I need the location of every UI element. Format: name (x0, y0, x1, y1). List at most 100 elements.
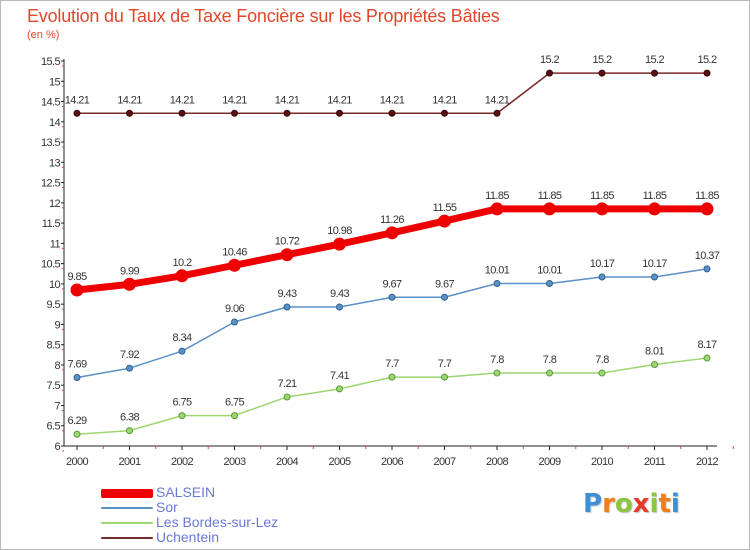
data-point-uchentein (73, 109, 81, 117)
data-label-sor: 7.92 (120, 349, 139, 361)
data-point-les-bordes-sur-lez (493, 369, 501, 377)
data-label-uchentein: 14.21 (275, 94, 300, 106)
data-point-les-bordes-sur-lez (441, 373, 448, 381)
series-line-uchentein (76, 72, 708, 115)
data-point-uchentein (546, 69, 553, 77)
y-tick-label: 13.5 (41, 137, 60, 149)
data-label-salsein: 10.2 (172, 257, 191, 269)
data-label-les-bordes-sur-lez: 6.75 (225, 397, 244, 409)
data-label-salsein: 10.46 (222, 246, 247, 258)
data-point-les-bordes-sur-lez (651, 361, 658, 369)
proxiti-logo: Proxiti (583, 489, 680, 519)
data-point-uchentein (336, 109, 343, 117)
data-point-sor (126, 364, 133, 372)
x-tick-label: 2002 (171, 456, 194, 468)
data-label-uchentein: 14.21 (485, 94, 510, 106)
data-point-les-bordes-sur-lez (283, 393, 291, 401)
data-label-les-bordes-sur-lez: 7.7 (385, 358, 399, 370)
data-point-salsein (490, 202, 504, 216)
data-label-salsein: 10.72 (275, 236, 300, 248)
data-label-uchentein: 15.2 (592, 54, 611, 66)
y-tick-label: 9 (54, 319, 60, 331)
data-point-sor (546, 279, 553, 287)
y-tick-label: 7 (54, 400, 60, 412)
data-label-uchentein: 14.21 (65, 94, 90, 106)
legend-label: Uchentein (156, 529, 220, 545)
y-tick-label: 12.5 (41, 178, 60, 190)
y-tick-label: 14 (49, 117, 61, 129)
data-point-uchentein (441, 109, 448, 117)
legend-label: SALSEIN (156, 484, 216, 500)
data-label-salsein: 11.85 (590, 190, 614, 202)
y-tick-label: 14.5 (41, 97, 60, 109)
data-point-les-bordes-sur-lez (336, 385, 343, 393)
data-label-salsein: 11.85 (643, 190, 667, 202)
data-label-les-bordes-sur-lez: 7.8 (543, 354, 557, 366)
data-point-les-bordes-sur-lez (231, 412, 238, 420)
data-label-les-bordes-sur-lez: 7.8 (490, 354, 504, 366)
x-tick-label: 2000 (66, 456, 89, 468)
data-label-salsein: 9.85 (67, 271, 86, 283)
chart-title: Evolution du Taux de Taxe Foncière sur l… (27, 6, 500, 26)
y-unit-label: (en %) (27, 29, 60, 41)
data-point-salsein (543, 202, 556, 216)
data-label-uchentein: 15.2 (645, 54, 664, 66)
data-label-sor: 8.34 (172, 332, 191, 344)
data-point-salsein (700, 202, 714, 216)
data-label-les-bordes-sur-lez: 6.29 (67, 415, 86, 427)
data-point-uchentein (283, 109, 291, 117)
data-point-sor (336, 303, 343, 311)
data-label-salsein: 11.85 (695, 190, 719, 202)
y-tick-label: 8 (54, 360, 60, 372)
x-tick-label: 2009 (538, 456, 561, 468)
y-tick-label: 10.5 (41, 259, 60, 271)
data-point-les-bordes-sur-lez (178, 412, 186, 420)
data-point-sor (493, 279, 501, 287)
x-tick-label: 2001 (118, 456, 141, 468)
data-label-les-bordes-sur-lez: 8.17 (697, 339, 716, 351)
data-point-uchentein (598, 69, 606, 77)
legend-label: Les Bordes-sur-Lez (156, 514, 279, 530)
data-point-salsein (333, 237, 346, 251)
data-label-les-bordes-sur-lez: 6.38 (120, 412, 139, 424)
data-label-les-bordes-sur-lez: 7.41 (330, 370, 349, 382)
data-point-salsein (175, 269, 189, 283)
data-label-uchentein: 14.21 (117, 94, 142, 106)
data-label-sor: 9.43 (277, 288, 296, 300)
legend-swatch (101, 537, 153, 539)
data-point-salsein (648, 202, 661, 216)
data-point-uchentein (388, 109, 396, 117)
data-label-les-bordes-sur-lez: 7.21 (277, 378, 296, 390)
data-label-uchentein: 15.2 (697, 54, 716, 66)
x-tick-label: 2007 (433, 456, 456, 468)
x-tick-label: 2003 (223, 456, 246, 468)
data-label-sor: 9.06 (225, 303, 244, 315)
legend-swatch (101, 507, 153, 509)
data-point-les-bordes-sur-lez (73, 430, 81, 438)
y-tick-label: 7.5 (47, 380, 61, 392)
legend-swatch (101, 522, 153, 524)
data-point-uchentein (231, 109, 238, 117)
data-point-les-bordes-sur-lez (126, 427, 133, 435)
data-point-uchentein (126, 109, 133, 117)
y-tick-label: 9.5 (47, 299, 61, 311)
data-label-uchentein: 15.2 (540, 54, 559, 66)
data-point-les-bordes-sur-lez (388, 373, 396, 381)
data-label-sor: 10.01 (485, 264, 510, 276)
data-point-sor (73, 374, 81, 382)
x-tick-label: 2004 (276, 456, 299, 468)
data-label-sor: 10.17 (642, 258, 667, 270)
data-label-les-bordes-sur-lez: 6.75 (172, 397, 191, 409)
data-label-les-bordes-sur-lez: 7.8 (595, 354, 609, 366)
data-point-uchentein (493, 109, 501, 117)
x-tick-label: 2008 (486, 456, 509, 468)
x-tick-label: 2012 (696, 456, 719, 468)
data-label-uchentein: 14.21 (432, 94, 457, 106)
data-point-uchentein (178, 109, 186, 117)
data-label-salsein: 10.98 (327, 225, 352, 237)
data-label-sor: 7.69 (67, 359, 86, 371)
y-tick-label: 15.5 (41, 56, 60, 68)
y-tick-label: 11 (50, 238, 61, 250)
